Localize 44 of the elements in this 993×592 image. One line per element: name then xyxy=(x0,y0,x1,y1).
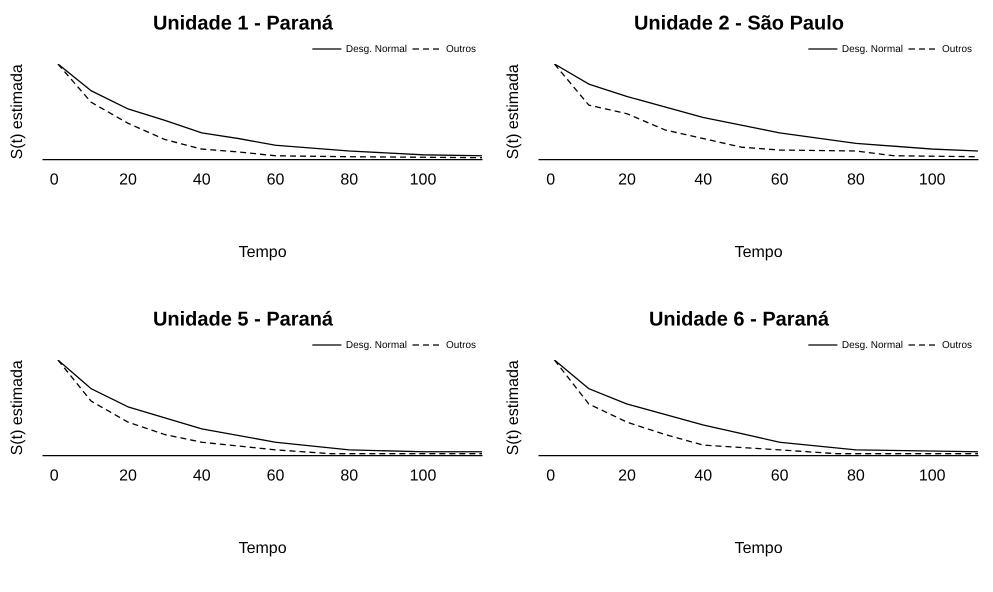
x-tick-label: 80 xyxy=(847,172,865,189)
x-tick-label: 0 xyxy=(50,172,59,189)
x-tick-label: 20 xyxy=(618,172,636,189)
x-tick-label: 80 xyxy=(340,172,358,189)
x-axis-title: Tempo xyxy=(734,540,783,557)
y-axis-title: S(t) estimada xyxy=(9,64,26,160)
x-tick-label: 40 xyxy=(694,468,712,485)
x-axis-title: Tempo xyxy=(238,244,287,261)
x-axis-title: Tempo xyxy=(734,244,783,261)
x-tick-label: 60 xyxy=(266,468,285,485)
x-tick-label: 100 xyxy=(410,468,436,485)
y-axis-title: S(t) estimada xyxy=(9,360,26,456)
legend-label: Outros xyxy=(942,44,972,55)
legend-label: Desg. Normal xyxy=(346,44,408,55)
x-tick-label: 80 xyxy=(847,468,865,485)
legend-label: Desg. Normal xyxy=(842,340,904,351)
y-axis-title: S(t) estimada xyxy=(505,360,522,456)
legend-label: Desg. Normal xyxy=(842,44,904,55)
x-tick-label: 80 xyxy=(340,468,358,485)
x-tick-label: 20 xyxy=(119,172,138,189)
x-tick-label: 60 xyxy=(770,468,789,485)
chart-title: Unidade 6 - Paraná xyxy=(648,308,830,331)
legend-label: Outros xyxy=(446,340,476,351)
x-tick-label: 100 xyxy=(918,172,946,189)
x-tick-label: 40 xyxy=(192,468,211,485)
x-tick-label: 0 xyxy=(546,468,556,485)
x-tick-label: 20 xyxy=(618,468,636,485)
x-tick-label: 100 xyxy=(918,468,946,485)
legend-label: Outros xyxy=(446,44,476,55)
legend-label: Outros xyxy=(942,340,972,351)
y-axis-title: S(t) estimada xyxy=(505,64,522,160)
x-tick-label: 60 xyxy=(266,172,285,189)
chart-title: Unidade 5 - Paraná xyxy=(152,308,334,331)
x-tick-label: 100 xyxy=(410,172,436,189)
x-tick-label: 20 xyxy=(119,468,138,485)
x-tick-label: 60 xyxy=(770,172,789,189)
chart-title: Unidade 2 - São Paulo xyxy=(634,12,844,35)
x-tick-label: 40 xyxy=(694,172,712,189)
x-tick-label: 0 xyxy=(546,172,556,189)
legend-label: Desg. Normal xyxy=(346,340,408,351)
x-tick-label: 40 xyxy=(192,172,211,189)
x-tick-label: 0 xyxy=(50,468,59,485)
x-axis-title: Tempo xyxy=(238,540,287,557)
chart-title: Unidade 1 - Paraná xyxy=(152,12,334,35)
